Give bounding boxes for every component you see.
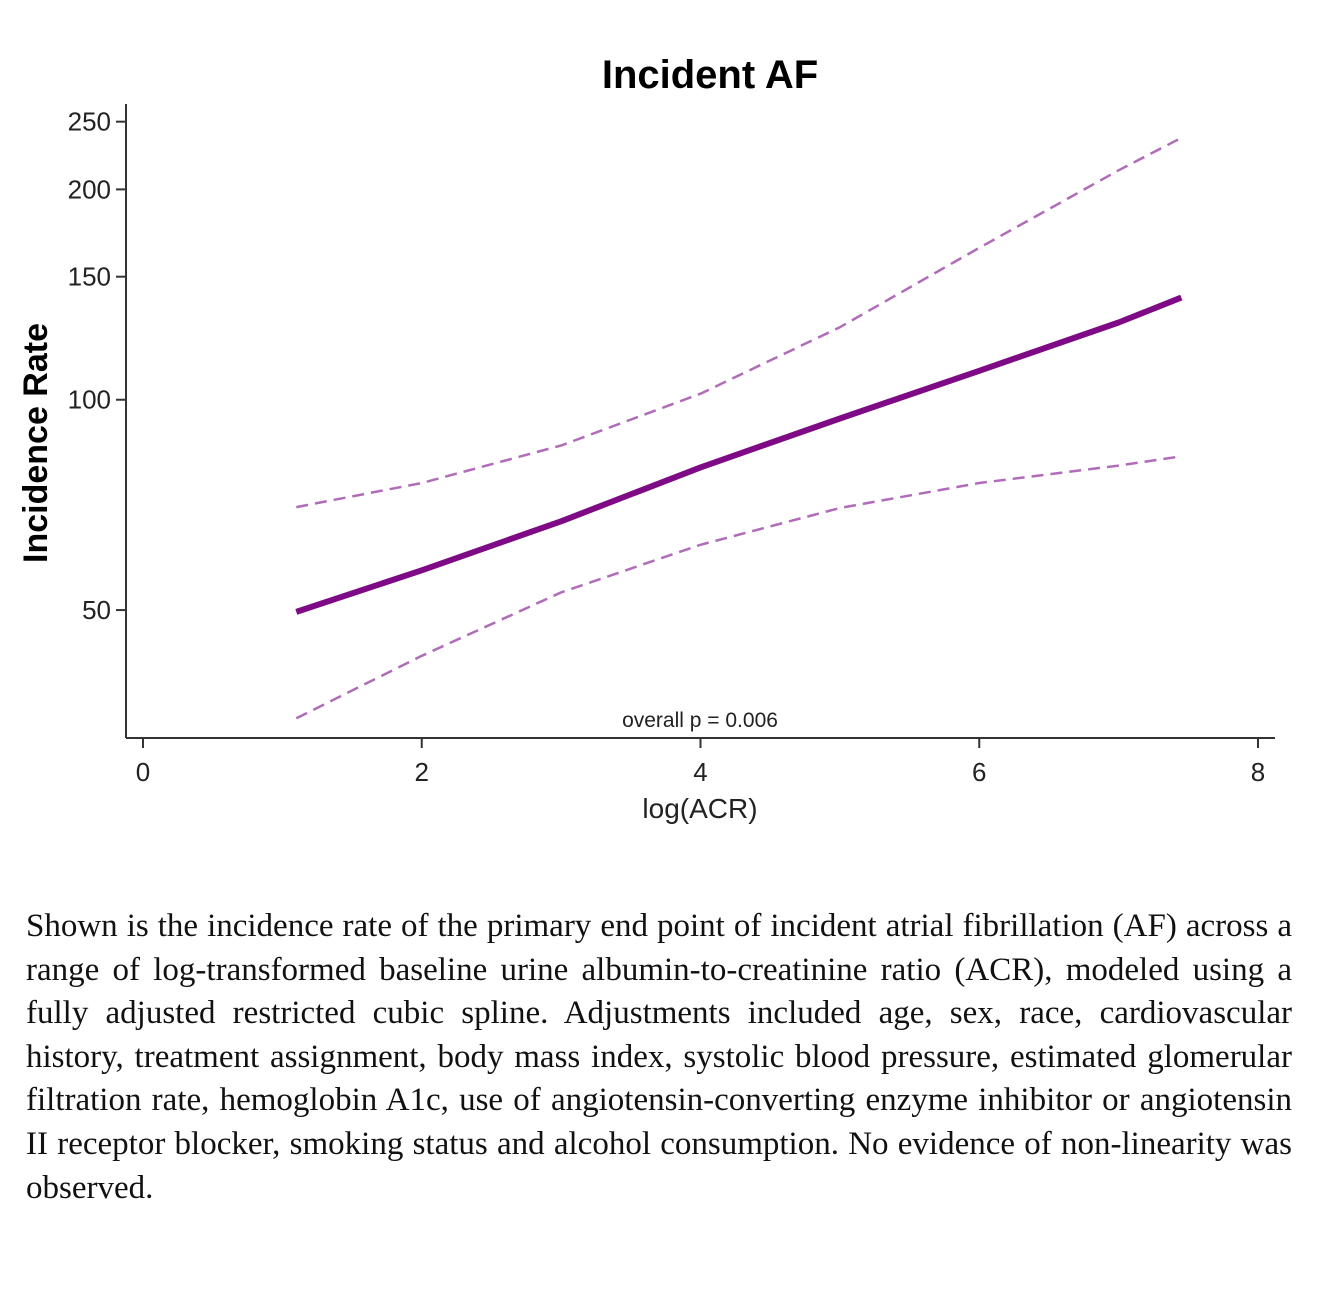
y-tick-label: 250 — [68, 107, 111, 137]
x-tick-label: 0 — [136, 757, 150, 787]
y-axis-label: Incidence Rate — [17, 323, 55, 563]
x-tick-label: 8 — [1251, 757, 1265, 787]
y-tick-label: 50 — [82, 595, 111, 625]
upper-ci-line — [296, 136, 1182, 509]
x-tick-label: 6 — [972, 757, 986, 787]
incidence-rate-chart: Incident AF Incidence Rate log(ACR) over… — [17, 53, 1275, 824]
y-tick-label: 200 — [68, 174, 111, 204]
p-value-annotation: overall p = 0.006 — [622, 709, 778, 732]
y-tick-label: 150 — [68, 262, 111, 292]
x-axis-label: log(ACR) — [642, 793, 757, 824]
figure-caption: Shown is the incidence rate of the prima… — [26, 908, 1292, 1206]
x-tick-label: 2 — [415, 757, 429, 787]
y-tick-label: 100 — [68, 385, 111, 415]
chart-title: Incident AF — [602, 53, 818, 97]
x-tick-label: 4 — [693, 757, 707, 787]
lower-ci-line — [295, 455, 1182, 720]
estimate-line — [295, 294, 1183, 615]
